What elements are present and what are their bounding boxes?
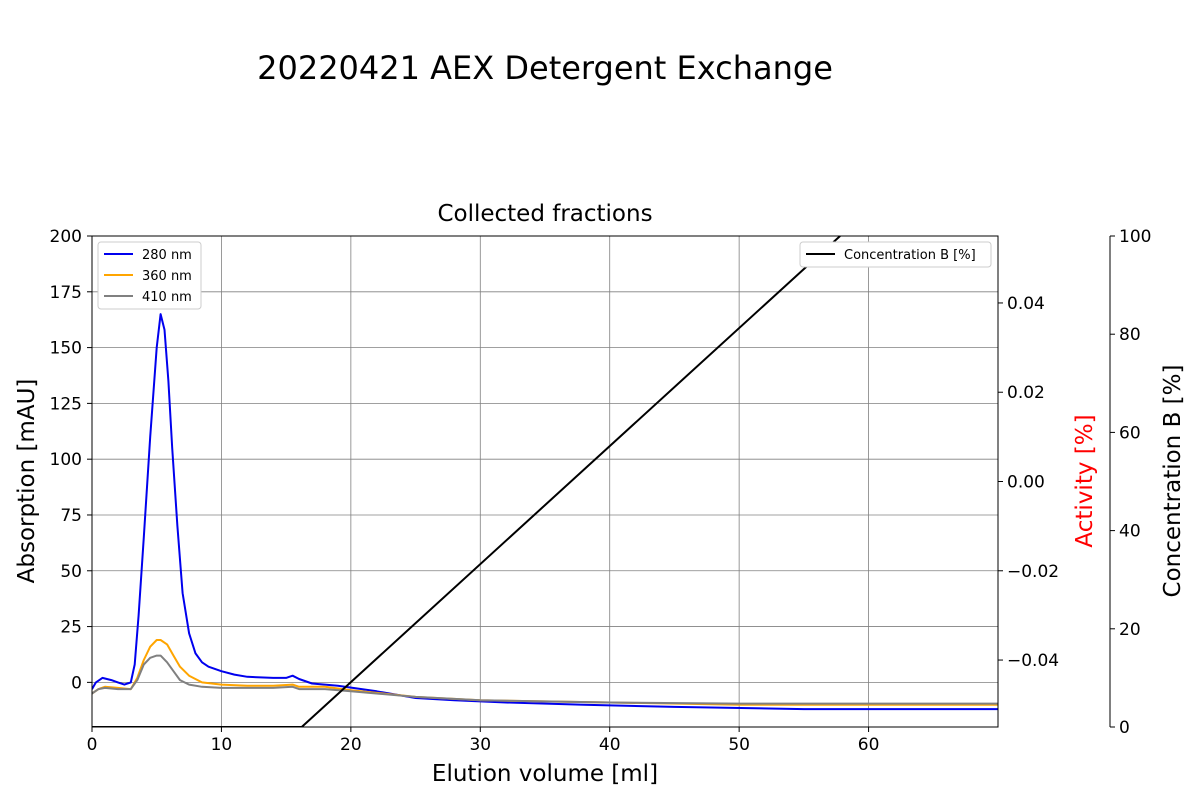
y-tick-label-absorption: 100 — [50, 450, 82, 470]
series-line-280-nm — [92, 313, 998, 711]
legend-concentration: Concentration B [%] — [799, 241, 992, 268]
series-lines — [92, 236, 998, 727]
y-tick-label-absorption: 75 — [60, 506, 82, 526]
y-tick-label-concentration: 0 — [1119, 718, 1130, 738]
y-tick-label-concentration: 20 — [1119, 620, 1141, 640]
x-tick-label: 10 — [211, 735, 233, 755]
y-tick-label-concentration: 100 — [1119, 227, 1151, 247]
legend-360-label: 360 nm — [142, 269, 192, 284]
chart-suptitle: 20220421 AEX Detergent Exchange — [257, 49, 833, 87]
y-tick-label-absorption: 125 — [50, 394, 82, 414]
x-tick-label: 20 — [340, 735, 362, 755]
y-tick-label-activity: 0.04 — [1007, 294, 1045, 314]
y-tick-label-absorption: 25 — [60, 618, 82, 638]
legend-concentration-label: Concentration B [%] — [844, 248, 976, 263]
y-tick-label-absorption: 150 — [50, 339, 82, 359]
y-tick-label-activity: 0.02 — [1007, 383, 1045, 403]
y-axis-label-activity: Activity [%] — [1072, 414, 1098, 547]
legend-absorption-box — [97, 241, 202, 310]
grid-lines — [91, 235, 998, 727]
axis-ticks: 0 10 20 30 40 50 600255075100125150175200−0.04… — [50, 227, 1152, 755]
series-line-410-nm — [92, 654, 998, 705]
legend-absorption: 280 nm 360 nm 410 nm — [97, 241, 202, 310]
x-tick-label: 40 — [599, 735, 621, 755]
x-tick-label: 50 — [728, 735, 750, 755]
y-tick-label-activity: 0.00 — [1007, 473, 1045, 493]
y-tick-label-absorption: 200 — [50, 227, 82, 247]
y-tick-label-concentration: 80 — [1119, 325, 1141, 345]
series-line-concentration-b — [92, 236, 841, 727]
y-tick-label-absorption: 50 — [60, 562, 82, 582]
y-tick-label-concentration: 40 — [1119, 522, 1141, 542]
y-tick-label-activity: −0.04 — [1007, 651, 1059, 671]
x-tick-label: 30 — [469, 735, 491, 755]
y-axis-label-concentration: Concentration B [%] — [1160, 365, 1186, 598]
y-tick-label-activity: −0.02 — [1007, 562, 1059, 582]
x-tick-label: 60 — [858, 735, 880, 755]
legend-280-label: 280 nm — [142, 248, 192, 263]
x-axis-label: Elution volume [ml] — [432, 761, 658, 787]
plot-frame — [91, 235, 999, 728]
legend-410-label: 410 nm — [142, 290, 192, 305]
x-tick-label: 0 — [87, 735, 98, 755]
legend-concentration-box — [799, 241, 992, 268]
y-axis-label-absorption: Absorption [mAU] — [14, 379, 40, 584]
chart-title: Collected fractions — [437, 201, 652, 227]
y-tick-label-absorption: 175 — [50, 283, 82, 303]
y-tick-label-absorption: 0 — [71, 673, 82, 693]
y-tick-label-concentration: 60 — [1119, 423, 1141, 443]
